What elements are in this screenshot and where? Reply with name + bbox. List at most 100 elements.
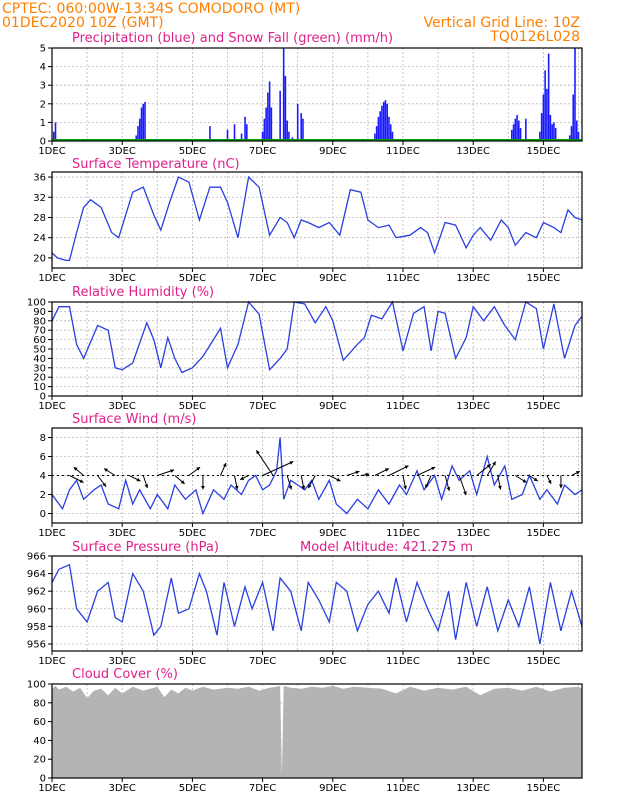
x-tick-label: 15DEC: [527, 146, 561, 157]
precip-bar: [135, 135, 138, 141]
wind-arrowhead: [170, 469, 175, 473]
precip-bar: [574, 48, 576, 141]
x-tick-label: 11DEC: [386, 528, 420, 539]
precip-bar: [384, 100, 387, 141]
wind-line: [51, 437, 583, 516]
y-tick-label: 1: [40, 118, 46, 129]
wind-arrowhead: [559, 484, 563, 489]
y-tick-label: 6: [40, 452, 46, 463]
plot-frame: [51, 427, 583, 524]
precip-bar: [52, 131, 55, 141]
wind-arrowhead: [404, 465, 409, 469]
plot-area: [52, 172, 582, 268]
precip-bar: [542, 94, 545, 141]
y-tick-label: 8: [40, 433, 46, 444]
precip-bar: [300, 113, 302, 141]
wind-arrowhead: [403, 485, 407, 490]
wind-arrowhead: [365, 472, 370, 477]
precip-bar: [386, 103, 388, 141]
x-tick-label: 3DEC: [109, 528, 136, 539]
x-tick-label: 11DEC: [386, 656, 420, 667]
y-tick-label: 40: [33, 736, 46, 747]
precip-bar: [377, 116, 380, 141]
plot-frame: [51, 301, 583, 397]
panel-wind: 0 2 4 6 8 1DEC 3DEC 5DEC 7DEC 9DEC 11DEC 13DEC 15DEC…: [38, 412, 583, 539]
x-tick-label: 3DEC: [109, 656, 136, 667]
wind-arrowhead: [446, 487, 451, 491]
precip-bar: [265, 107, 267, 141]
x-tick-label: 1DEC: [38, 528, 65, 539]
precip-bar: [379, 111, 381, 141]
cloud-area: [52, 685, 582, 778]
y-tick-label: 20: [33, 755, 46, 766]
x-tick-label: 7DEC: [249, 273, 276, 284]
precip-bar: [144, 101, 146, 141]
x-tick-label: 3DEC: [109, 146, 136, 157]
y-tick-label: 2: [40, 99, 46, 110]
panel-title: Precipitation (blue) and Snow Fall (gree…: [72, 31, 393, 46]
precip-bar: [284, 75, 287, 141]
x-tick-label: 7DEC: [249, 401, 276, 412]
y-tick-label: 24: [33, 233, 46, 244]
panel-cloud: 0 20 40 60 80 100 1DEC 3DEC 5DEC 7DEC 9DEC 11DEC 13D…: [27, 667, 583, 794]
x-tick-label: 13DEC: [456, 656, 490, 667]
x-tick-label: 15DEC: [527, 783, 561, 794]
meteogram-panels: 0 1 2 3 4 5 1DEC 3DEC 5DEC 7DEC 9DEC 11DEC 13DEC 15DE…: [27, 31, 583, 794]
precip-bar: [137, 126, 139, 141]
y-tick-label: 50: [33, 345, 46, 356]
x-tick-label: 13DEC: [456, 528, 490, 539]
wind-arrowhead: [144, 484, 149, 489]
precip-bar: [546, 88, 548, 141]
wind-arrow: [255, 450, 274, 476]
y-tick-label: 100: [27, 680, 46, 691]
wind-arrowhead: [289, 461, 294, 465]
precip-bar: [279, 90, 281, 141]
wind-arrowhead: [486, 464, 491, 468]
y-tick-label: 958: [27, 622, 46, 633]
x-tick-label: 11DEC: [386, 783, 420, 794]
x-tick-label: 13DEC: [456, 146, 490, 157]
x-tick-label: 1DEC: [38, 783, 65, 794]
x-tick-label: 11DEC: [386, 146, 420, 157]
precip-bar: [261, 131, 264, 141]
panel-title: Surface Wind (m/s): [72, 412, 196, 427]
plot-area: [52, 556, 582, 651]
y-tick-label: 80: [33, 316, 46, 327]
precip-bar: [544, 70, 546, 141]
x-tick-label: 1DEC: [38, 146, 65, 157]
y-tick-label: 5: [40, 44, 46, 55]
y-tick-label: 0: [40, 137, 46, 148]
y-tick-label: 0: [40, 392, 46, 403]
precip-bar: [263, 118, 266, 141]
precip-bar: [140, 107, 143, 141]
precip-bar: [286, 120, 288, 141]
precip-bar: [551, 124, 553, 141]
wind-arrowhead: [222, 462, 227, 467]
wind-arrowhead: [196, 467, 201, 471]
wind-arrowhead: [533, 477, 538, 482]
grid-note: Vertical Grid Line: 10Z: [424, 15, 580, 31]
y-tick-label: 36: [33, 173, 46, 184]
wind-arrowhead: [103, 468, 108, 472]
wind-arrowhead: [102, 482, 107, 487]
wind-arrowhead: [308, 484, 312, 489]
precip-bar: [226, 129, 229, 141]
wind-arrowhead: [201, 485, 205, 490]
precip-bar: [547, 53, 550, 141]
wind-arrowhead: [240, 476, 245, 480]
precip-bar: [516, 114, 518, 141]
plot-frame: [51, 683, 583, 779]
y-tick-label: 4: [40, 62, 46, 73]
x-tick-label: 9DEC: [319, 656, 346, 667]
y-tick-label: 32: [33, 193, 46, 204]
x-tick-label: 15DEC: [527, 656, 561, 667]
station-header: CPTEC: 060:00W-13:34S COMODORO (MT): [2, 1, 300, 17]
wind-arrowhead: [463, 491, 467, 496]
x-tick-label: 1DEC: [38, 401, 65, 412]
precip-bar: [270, 107, 273, 141]
precip-bar: [553, 122, 555, 141]
x-tick-label: 7DEC: [249, 146, 276, 157]
panel-temp: 20 24 28 32 36 1DEC 3DEC 5DEC 7DEC 9DEC 11DEC 13DEC…: [33, 157, 583, 284]
precip-bar: [282, 48, 285, 141]
precip-bar: [268, 81, 271, 141]
